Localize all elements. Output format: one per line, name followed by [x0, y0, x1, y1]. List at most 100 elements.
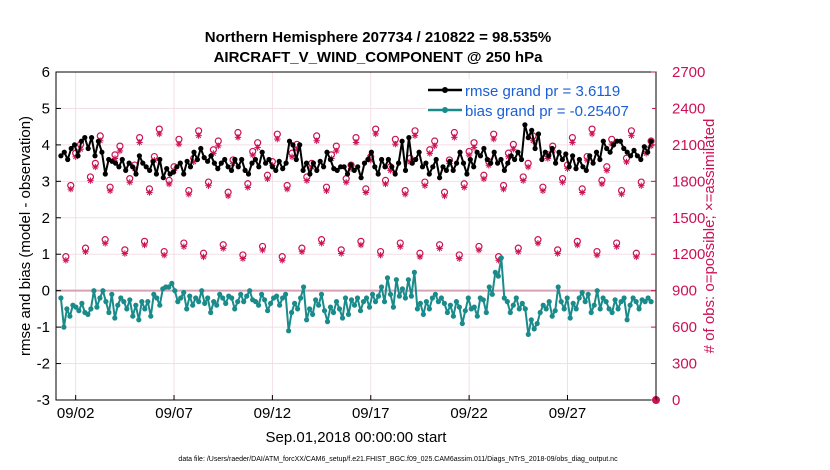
bias-point [205, 295, 211, 301]
obs-assimilated-marker [534, 240, 542, 247]
obs-assimilated-marker [141, 241, 148, 249]
bias-point [58, 295, 64, 301]
obs-assimilated-marker [598, 180, 606, 188]
bias-point [169, 280, 175, 286]
rmse-point [211, 160, 217, 166]
legend-rmse-marker [442, 87, 448, 93]
bias-point [480, 297, 486, 303]
rmse-point [392, 171, 398, 177]
obs-assimilated-marker [416, 253, 424, 261]
bias-point [507, 309, 513, 316]
rmse-point [382, 164, 388, 170]
obs-assimilated-marker [574, 241, 581, 249]
obs-assimilated-marker [165, 180, 173, 188]
obs-assimilated-marker [372, 130, 379, 138]
bias-point [498, 255, 504, 261]
obs-assimilated-marker [451, 134, 458, 141]
obs-assimilated-marker [436, 245, 443, 252]
rmse-point [375, 171, 381, 177]
obs-assimilated-marker [633, 253, 640, 261]
rmse-point [351, 167, 357, 173]
obs-assimilated-marker [480, 175, 488, 183]
rmse-point [112, 160, 119, 166]
legend-bias-marker [442, 107, 448, 113]
bias-point [531, 326, 537, 332]
obs-assimilated-marker [638, 182, 645, 189]
rmse-point [130, 164, 136, 170]
bias-point [130, 313, 136, 319]
rmse-point [419, 164, 426, 170]
bias-point [265, 308, 271, 314]
obs-assimilated-marker [569, 139, 576, 146]
obs-assimilated-marker [401, 191, 409, 198]
obs-assimilated-marker [259, 246, 266, 254]
bias-point [88, 306, 94, 312]
obs-assimilated-marker [146, 189, 153, 196]
obs-assimilated-marker [524, 163, 532, 171]
bias-point [106, 309, 112, 316]
left-tick-label: 4 [42, 137, 50, 154]
rmse-point [426, 171, 432, 177]
bias-point [217, 291, 223, 297]
rmse-point [283, 160, 289, 166]
bias-point [67, 313, 73, 319]
rmse-point [85, 145, 91, 152]
bias-point [423, 299, 429, 305]
bias-point [549, 313, 555, 319]
obs-assimilated-marker [274, 135, 281, 143]
rmse-point [327, 156, 333, 163]
rmse-point [116, 164, 122, 170]
rmse-point [495, 160, 501, 166]
obs-assimilated-marker [298, 248, 306, 255]
rmse-point [232, 156, 238, 163]
rmse-point [263, 160, 269, 166]
bias-point [630, 295, 636, 301]
bias-point [208, 309, 214, 316]
rmse-point [464, 171, 470, 177]
rmse-point [450, 167, 456, 173]
bias-point [390, 304, 396, 310]
obs-assimilated-marker [195, 132, 202, 139]
rmse-point [621, 145, 627, 152]
bias-point [298, 295, 304, 301]
rmse-point [396, 160, 402, 166]
bias-point [336, 306, 343, 312]
obs-assimilated-marker [318, 240, 325, 247]
bias-point [345, 311, 352, 317]
bias-point [94, 304, 100, 310]
rmse-point [143, 164, 149, 170]
rmse-point [242, 167, 248, 173]
bias-point [552, 308, 558, 314]
rmse-point [174, 164, 180, 170]
obs-assimilated-marker [215, 142, 222, 150]
rmse-point [501, 167, 507, 173]
rmse-point [276, 158, 282, 164]
obs-assimilated-marker [618, 191, 625, 198]
bias-point [492, 269, 498, 275]
rmse-point [488, 160, 494, 166]
bias-point [193, 295, 199, 301]
rmse-point [587, 153, 593, 159]
obs-assimilated-marker [205, 182, 212, 189]
bias-point [223, 300, 229, 306]
obs-assimilated-marker [313, 137, 320, 144]
rmse-point [82, 135, 88, 141]
obs-assimilated-marker [441, 192, 448, 200]
obs-assimilated-marker [377, 251, 384, 259]
rmse-point [310, 160, 316, 166]
bias-point [97, 295, 103, 301]
obs-assimilated-marker [342, 179, 350, 186]
rmse-point [160, 175, 166, 181]
right-tick-label: 0 [672, 392, 680, 409]
rmse-point [133, 171, 139, 177]
rmse-point [201, 155, 207, 161]
y-axis-label-right: # of obs: o=possible; ×=assimilated [701, 119, 718, 354]
rmse-point [140, 160, 146, 166]
obs-assimilated-marker [613, 243, 620, 250]
bias-point [229, 295, 235, 301]
rmse-point [92, 153, 98, 159]
bias-point [73, 304, 79, 310]
rmse-point [317, 158, 323, 164]
rmse-point [245, 171, 252, 177]
